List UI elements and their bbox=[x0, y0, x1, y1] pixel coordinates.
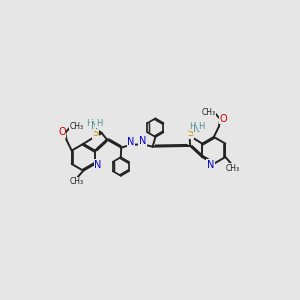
Text: O: O bbox=[220, 114, 227, 124]
Text: H: H bbox=[198, 122, 205, 131]
Text: CH₃: CH₃ bbox=[70, 122, 84, 130]
Text: N: N bbox=[127, 137, 135, 147]
Text: N: N bbox=[207, 160, 214, 170]
Text: N: N bbox=[139, 136, 146, 146]
Text: H: H bbox=[87, 119, 93, 128]
Text: N: N bbox=[94, 160, 102, 170]
Text: O: O bbox=[58, 127, 66, 137]
Text: H: H bbox=[96, 119, 102, 128]
Text: H: H bbox=[189, 122, 196, 131]
Text: CH₃: CH₃ bbox=[69, 177, 83, 186]
Text: N: N bbox=[91, 121, 98, 131]
Text: N: N bbox=[193, 124, 201, 134]
Text: CH₃: CH₃ bbox=[225, 164, 239, 172]
Text: CH₃: CH₃ bbox=[202, 108, 216, 117]
Text: S: S bbox=[92, 128, 98, 138]
Text: S: S bbox=[187, 128, 193, 138]
